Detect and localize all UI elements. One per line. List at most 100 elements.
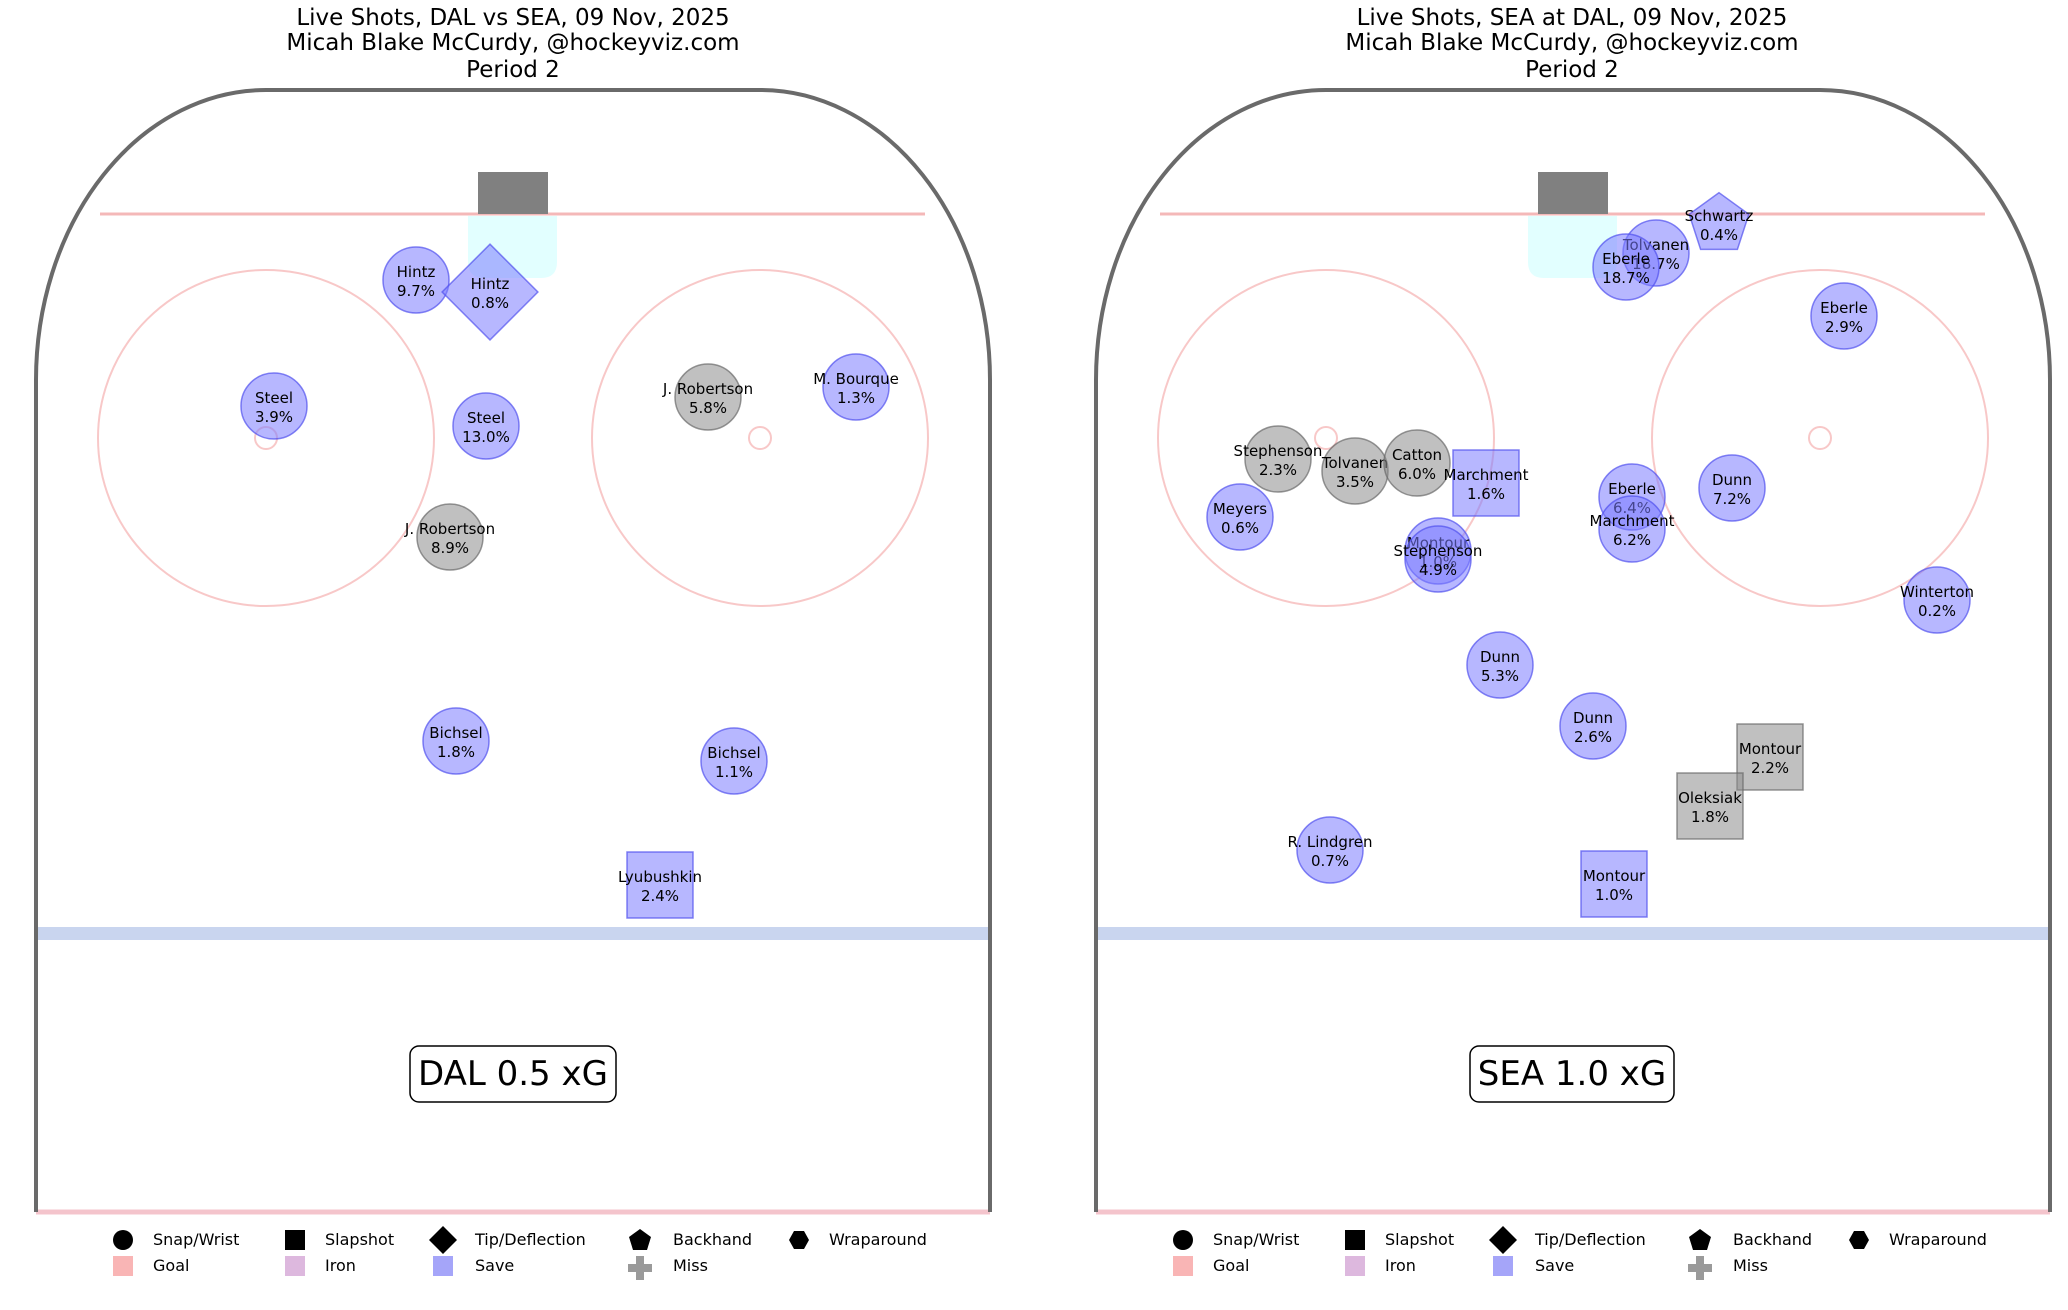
shot-square <box>1452 449 1520 517</box>
shot-circle <box>1598 495 1666 563</box>
legend-outcome-label: Save <box>1535 1256 1574 1275</box>
left-subtitle: Micah Blake McCurdy, @hockeyviz.com <box>286 30 739 56</box>
right-blue-line <box>1096 927 2050 940</box>
legend-outcome-label: Goal <box>153 1256 189 1275</box>
shot-player-label: Hintz <box>397 263 436 281</box>
shot-player-label: Dunn <box>1573 709 1613 727</box>
right-panel: Live Shots, SEA at DAL, 09 Nov, 2025 Mic… <box>1094 5 2052 1215</box>
legend-shape-label: Snap/Wrist <box>153 1230 239 1249</box>
shot-player-label: Eberle <box>1602 250 1650 268</box>
shot-player-label: Tolvanen <box>1321 454 1388 472</box>
shot-circle <box>1383 429 1451 497</box>
shot-player-label: Steel <box>255 389 293 407</box>
shot-player-label: Hintz <box>471 275 510 293</box>
shot-diamond <box>441 243 539 341</box>
shot-circle <box>1559 692 1627 760</box>
shot-xg-label: 6.2% <box>1613 531 1651 549</box>
shot-xg-label: 2.2% <box>1751 759 1789 777</box>
shot-circle <box>1903 566 1971 634</box>
shot-square <box>626 851 694 919</box>
right-title: Live Shots, SEA at DAL, 09 Nov, 2025 <box>1357 5 1788 31</box>
shot-circle <box>700 727 768 795</box>
goal-swatch-icon <box>1173 1256 1193 1276</box>
shot-xg-label: 1.8% <box>1691 808 1729 826</box>
legend-outcome-label: Save <box>475 1256 514 1275</box>
shot-player-label: Dunn <box>1480 648 1520 666</box>
shot-player-label: Stephenson <box>1394 542 1483 560</box>
save-swatch-icon <box>1493 1256 1513 1276</box>
shot-xg-label: 5.8% <box>689 399 727 417</box>
shot-xg-label: 7.2% <box>1713 490 1751 508</box>
pentagon-icon <box>1689 1229 1711 1250</box>
right-faceoff-dot-right <box>1808 426 1832 450</box>
shot-xg-label: 1.6% <box>1467 485 1505 503</box>
legend-shape-label: Slapshot <box>1385 1230 1454 1249</box>
shot-xg-label: 18.7% <box>1602 269 1650 287</box>
shot-xg-label: 8.9% <box>431 539 469 557</box>
shot-xg-label: 4.9% <box>1419 561 1457 579</box>
left-period: Period 2 <box>466 57 560 83</box>
shot-player-label: Marchment <box>1590 512 1675 530</box>
shot-square <box>1736 723 1804 791</box>
shot-player-label: Lyubushkin <box>618 868 702 886</box>
left-faceoff-circle-left <box>97 269 435 607</box>
shot-xg-label: 3.9% <box>255 408 293 426</box>
iron-swatch-icon <box>1345 1256 1365 1276</box>
shot-circle <box>1404 525 1472 593</box>
legend-outcome-label: Iron <box>1385 1256 1416 1275</box>
shot-circle <box>1244 425 1312 493</box>
legend-outcome-label: Goal <box>1213 1256 1249 1275</box>
shot-circle <box>1698 454 1766 522</box>
left-rink <box>34 88 992 1215</box>
right-faceoff-dot-left <box>1314 426 1338 450</box>
shot-player-label: Winterton <box>1900 583 1974 601</box>
shot-player-label: R. Lindgren <box>1287 833 1372 851</box>
right-period: Period 2 <box>1525 57 1619 83</box>
hexagon-icon <box>789 1231 809 1249</box>
shot-circle <box>1810 282 1878 350</box>
legend-shape-label: Snap/Wrist <box>1213 1230 1299 1249</box>
shot-xg-label: 0.6% <box>1221 519 1259 537</box>
legend-outcome-label: Iron <box>325 1256 356 1275</box>
shot-xg-label: 1.1% <box>715 763 753 781</box>
shot-pentagon <box>1688 191 1750 251</box>
shot-player-label: Eberle <box>1820 299 1868 317</box>
square-icon <box>1345 1230 1365 1250</box>
shot-xg-label: 1.3% <box>837 389 875 407</box>
diamond-icon <box>1489 1226 1517 1254</box>
shot-square <box>1580 850 1648 918</box>
legend-shape-label: Wraparound <box>829 1230 927 1249</box>
shot-circle <box>422 707 490 775</box>
shot-player-label: Dunn <box>1712 471 1752 489</box>
shot-circle <box>240 372 308 440</box>
legend-shape-label: Backhand <box>1733 1230 1812 1249</box>
right-xg-box-label: SEA 1.0 xG <box>1478 1054 1666 1094</box>
right-goal-net <box>1538 172 1608 214</box>
right-xg-box-frame <box>1469 1045 1675 1103</box>
right-boards <box>1094 88 2052 1212</box>
shot-circle <box>382 246 450 314</box>
shot-player-label: Marchment <box>1444 466 1529 484</box>
legend-shape-label: Backhand <box>673 1230 752 1249</box>
shot-xg-label: 0.2% <box>1918 602 1956 620</box>
shot-xg-label: 2.3% <box>1259 461 1297 479</box>
miss-plus-icon <box>628 1256 652 1280</box>
left-panel: Live Shots, DAL vs SEA, 09 Nov, 2025 Mic… <box>34 5 992 1215</box>
circle-icon <box>113 1230 133 1250</box>
shot-xg-label: 1.8% <box>437 743 475 761</box>
